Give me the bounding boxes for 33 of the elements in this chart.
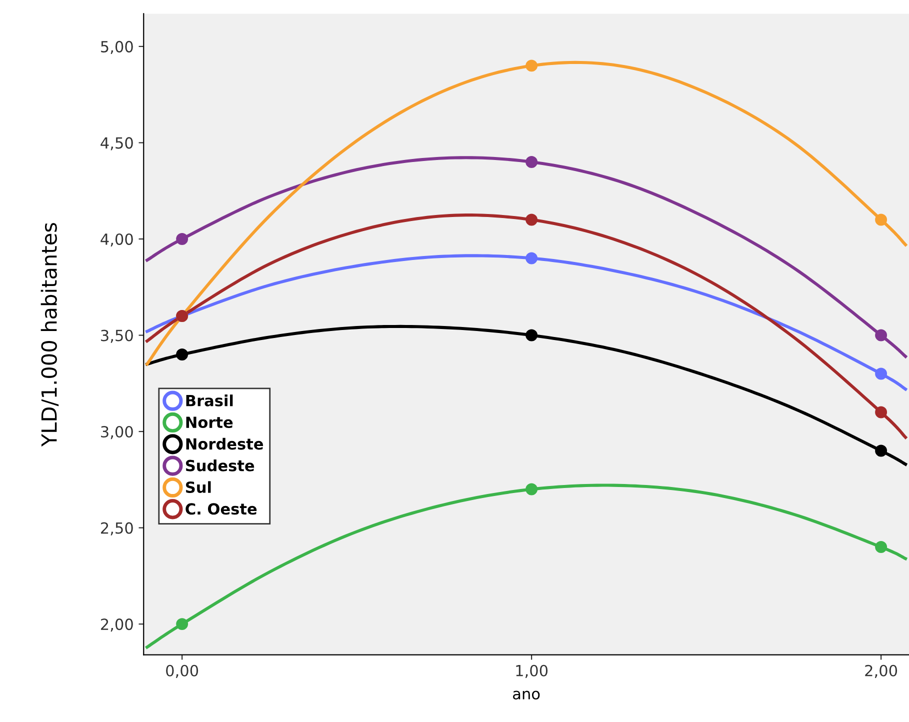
y-tick-label: 3,50 xyxy=(101,330,133,343)
point xyxy=(526,60,538,72)
x-tick-label: 1,00 xyxy=(516,664,548,678)
x-axis-title: ano xyxy=(513,690,540,700)
point xyxy=(176,618,188,630)
y-tick-label: 2,00 xyxy=(101,618,133,632)
y-tick-label: 4,50 xyxy=(100,137,133,150)
y-tick-label: 2,50 xyxy=(101,522,133,536)
legend-label: Norte xyxy=(186,416,233,428)
point xyxy=(875,444,888,457)
point xyxy=(875,406,888,418)
point xyxy=(176,232,188,245)
legend-label: Sul xyxy=(186,481,211,494)
point xyxy=(526,252,538,264)
x-tick-label: 0,00 xyxy=(166,664,198,678)
y-tick-label: 3,00 xyxy=(101,426,133,440)
point xyxy=(176,348,188,360)
point xyxy=(875,368,888,380)
point xyxy=(526,329,538,342)
point xyxy=(875,329,888,342)
y-tick-label: 4,00 xyxy=(100,233,133,247)
legend-label: Sudeste xyxy=(186,460,254,472)
y-tick-label: 5,00 xyxy=(101,40,133,54)
y-axis-title: YLD/1.000 habitantes xyxy=(40,222,59,447)
point xyxy=(526,156,538,168)
point xyxy=(875,541,888,554)
point xyxy=(526,483,538,496)
point xyxy=(526,214,538,226)
legend-label: Brasil xyxy=(186,394,233,406)
legend-label: C. Oeste xyxy=(186,503,257,515)
x-tick-label: 2,00 xyxy=(865,664,898,678)
point xyxy=(875,214,888,226)
legend-label: Nordeste xyxy=(186,438,264,450)
